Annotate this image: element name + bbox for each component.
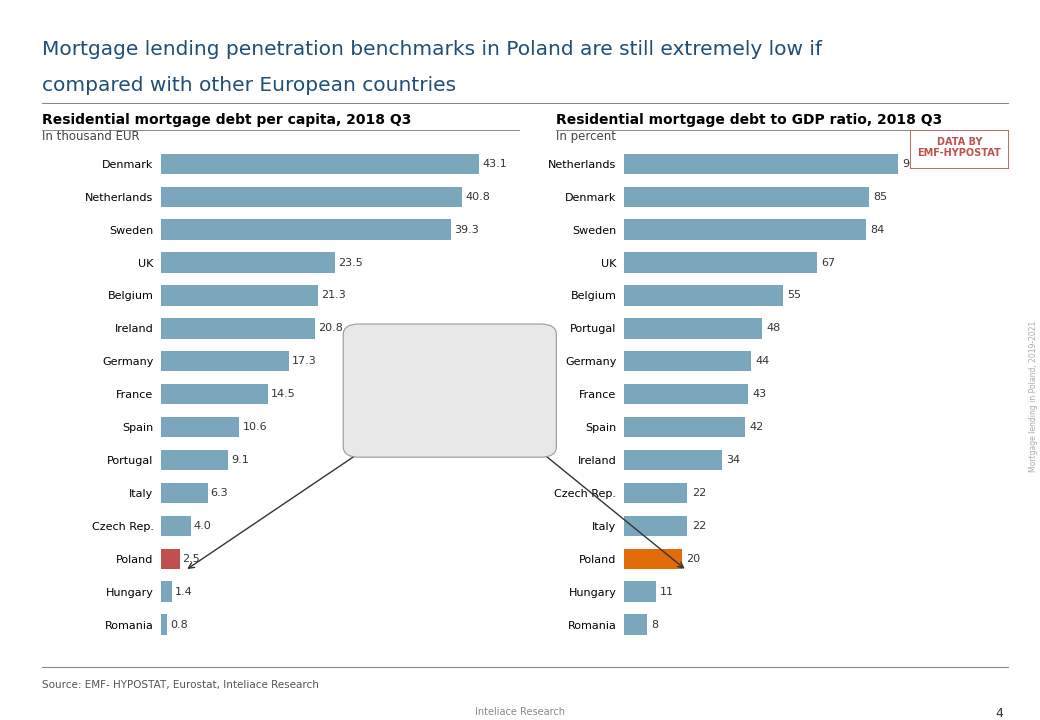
Text: DATA BY
EMF-HYPOSTAT: DATA BY EMF-HYPOSTAT bbox=[917, 137, 1002, 158]
Text: 2.5: 2.5 bbox=[183, 554, 201, 564]
Text: 67: 67 bbox=[822, 258, 836, 268]
Text: compared with other European countries: compared with other European countries bbox=[42, 76, 456, 94]
Text: 1.4: 1.4 bbox=[175, 587, 192, 597]
Text: 43.1: 43.1 bbox=[483, 159, 508, 169]
Text: 21.3: 21.3 bbox=[321, 290, 346, 300]
Bar bbox=[624, 351, 751, 372]
Text: Mortgage lending penetration
benchmarks for Poland are far
below all major Weste: Mortgage lending penetration benchmarks … bbox=[370, 368, 529, 413]
Bar bbox=[624, 417, 745, 437]
Text: 55: 55 bbox=[787, 290, 801, 300]
Text: Mortgage lending penetration benchmarks in Poland are still extremely low if: Mortgage lending penetration benchmarks … bbox=[42, 40, 822, 58]
Bar bbox=[161, 582, 172, 602]
Text: 95: 95 bbox=[903, 159, 916, 169]
Bar bbox=[161, 549, 180, 569]
Text: Residential mortgage debt per capita, 2018 Q3: Residential mortgage debt per capita, 20… bbox=[42, 113, 411, 127]
Text: 39.3: 39.3 bbox=[454, 225, 479, 235]
Bar bbox=[161, 285, 318, 306]
Bar bbox=[161, 220, 451, 240]
Bar bbox=[624, 220, 866, 240]
Text: 6.3: 6.3 bbox=[211, 488, 229, 498]
Text: 14.5: 14.5 bbox=[271, 390, 296, 399]
Text: 9.1: 9.1 bbox=[231, 455, 250, 465]
Text: In percent: In percent bbox=[556, 130, 617, 143]
Bar bbox=[161, 614, 167, 635]
Bar bbox=[624, 285, 783, 306]
Text: 48: 48 bbox=[766, 323, 781, 333]
Bar bbox=[161, 318, 315, 338]
Bar bbox=[624, 253, 817, 273]
Text: 42: 42 bbox=[750, 422, 763, 432]
Text: 22: 22 bbox=[692, 521, 706, 531]
Bar bbox=[624, 549, 681, 569]
Bar bbox=[624, 318, 762, 338]
Text: 84: 84 bbox=[870, 225, 885, 235]
Text: 23.5: 23.5 bbox=[338, 258, 362, 268]
Bar bbox=[161, 384, 268, 405]
Text: 10.6: 10.6 bbox=[242, 422, 267, 432]
Text: 20: 20 bbox=[686, 554, 700, 564]
Text: 34: 34 bbox=[726, 455, 740, 465]
Text: 0.8: 0.8 bbox=[171, 619, 188, 629]
FancyBboxPatch shape bbox=[910, 130, 1009, 169]
Text: Source: EMF- HYPOSTAT, Eurostat, Inteliace Research: Source: EMF- HYPOSTAT, Eurostat, Intelia… bbox=[42, 680, 318, 690]
Bar bbox=[161, 153, 479, 174]
Text: 17.3: 17.3 bbox=[292, 356, 316, 366]
Bar bbox=[624, 450, 722, 470]
Text: 20.8: 20.8 bbox=[318, 323, 342, 333]
Bar bbox=[624, 482, 687, 503]
Bar bbox=[624, 614, 647, 635]
Bar bbox=[161, 253, 335, 273]
Text: 40.8: 40.8 bbox=[466, 192, 490, 202]
Text: 4: 4 bbox=[995, 707, 1004, 720]
Bar bbox=[624, 153, 898, 174]
Text: 11: 11 bbox=[660, 587, 674, 597]
Text: Residential mortgage debt to GDP ratio, 2018 Q3: Residential mortgage debt to GDP ratio, … bbox=[556, 113, 942, 127]
Text: 4.0: 4.0 bbox=[193, 521, 211, 531]
Bar bbox=[161, 450, 229, 470]
Text: 44: 44 bbox=[755, 356, 770, 366]
Text: In thousand EUR: In thousand EUR bbox=[42, 130, 139, 143]
Bar bbox=[161, 516, 190, 536]
Bar bbox=[161, 351, 289, 372]
Text: Inteliace Research: Inteliace Research bbox=[475, 707, 565, 717]
Text: 8: 8 bbox=[651, 619, 658, 629]
Bar bbox=[161, 417, 239, 437]
Bar bbox=[624, 384, 748, 405]
Text: 22: 22 bbox=[692, 488, 706, 498]
Bar bbox=[624, 516, 687, 536]
Bar bbox=[624, 582, 656, 602]
Text: Mortgage lending in Poland, 2019-2021: Mortgage lending in Poland, 2019-2021 bbox=[1029, 320, 1038, 472]
Bar bbox=[161, 482, 208, 503]
Text: 85: 85 bbox=[874, 192, 887, 202]
Bar bbox=[161, 186, 463, 207]
Text: 43: 43 bbox=[752, 390, 766, 399]
Bar bbox=[624, 186, 869, 207]
